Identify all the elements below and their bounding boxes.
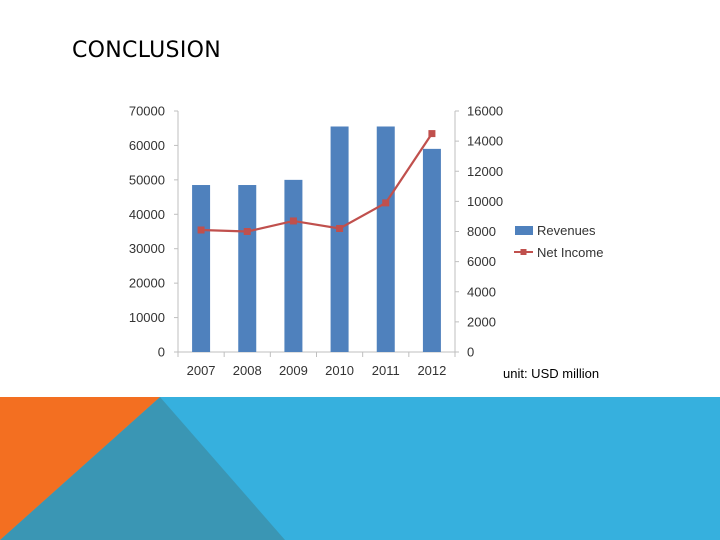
net-income-point-2009 — [289, 217, 297, 225]
x-tick-label: 2007 — [187, 363, 216, 378]
slide-title: CONCLUSION — [72, 38, 221, 63]
net-income-point-2012 — [428, 130, 436, 138]
right-tick-label: 12000 — [467, 164, 503, 179]
net-income-point-2011 — [382, 199, 390, 207]
revenue-bar-2012 — [422, 148, 441, 352]
left-tick-label: 10000 — [129, 310, 165, 325]
legend-swatch-revenues — [515, 226, 533, 235]
revenues-bars — [192, 126, 441, 352]
combo-chart: 0 10000 20000 30000 40000 50000 60000 70000 0 20… — [129, 104, 604, 379]
x-tick-label: 2011 — [372, 363, 400, 378]
right-tick-label: 4000 — [467, 284, 496, 299]
x-axis: 2007 2008 2009 2010 2011 2012 — [177, 351, 456, 378]
decor-teal-triangle — [0, 397, 285, 540]
decor-orange-triangle — [0, 397, 160, 540]
legend-label-revenues: Revenues — [537, 223, 596, 238]
net-income-line-path — [201, 132, 433, 233]
legend-label-net-income: Net Income — [537, 245, 603, 260]
right-tick-label: 2000 — [467, 314, 496, 329]
unit-note: unit: USD million — [503, 366, 600, 381]
net-income-point-2010 — [336, 224, 344, 232]
x-tick-label: 2009 — [279, 363, 308, 378]
right-tick-label: 0 — [467, 345, 474, 360]
right-tick-label: 16000 — [467, 104, 503, 119]
revenue-bar-2011 — [376, 126, 395, 352]
revenue-bar-2008 — [238, 185, 257, 352]
revenue-bar-2007 — [192, 185, 211, 352]
x-tick-label: 2010 — [325, 363, 354, 378]
x-tick-label: 2008 — [233, 363, 262, 378]
left-tick-label: 50000 — [129, 172, 165, 187]
right-tick-label: 14000 — [467, 134, 503, 149]
net-income-point-2007 — [197, 226, 205, 234]
right-tick-label: 8000 — [467, 224, 496, 239]
left-tick-label: 60000 — [129, 138, 165, 153]
legend: Revenues Net Income — [514, 223, 603, 260]
net-income-point-2008 — [243, 228, 251, 235]
left-tick-label: 40000 — [129, 207, 165, 222]
right-tick-label: 6000 — [467, 254, 496, 269]
left-tick-label: 30000 — [129, 241, 165, 256]
net-income-line — [197, 130, 436, 235]
legend-marker-net-income — [520, 249, 527, 255]
left-tick-label: 70000 — [129, 104, 165, 119]
x-tick-label: 2012 — [417, 363, 446, 378]
revenue-bar-2010 — [330, 126, 349, 352]
right-tick-label: 10000 — [467, 194, 503, 209]
left-tick-label: 0 — [158, 345, 165, 360]
right-axis: 0 2000 4000 6000 8000 10000 12000 14000 16000 — [454, 104, 503, 360]
left-axis: 0 10000 20000 30000 40000 50000 60000 70000 — [129, 104, 179, 360]
left-tick-label: 20000 — [129, 276, 165, 291]
